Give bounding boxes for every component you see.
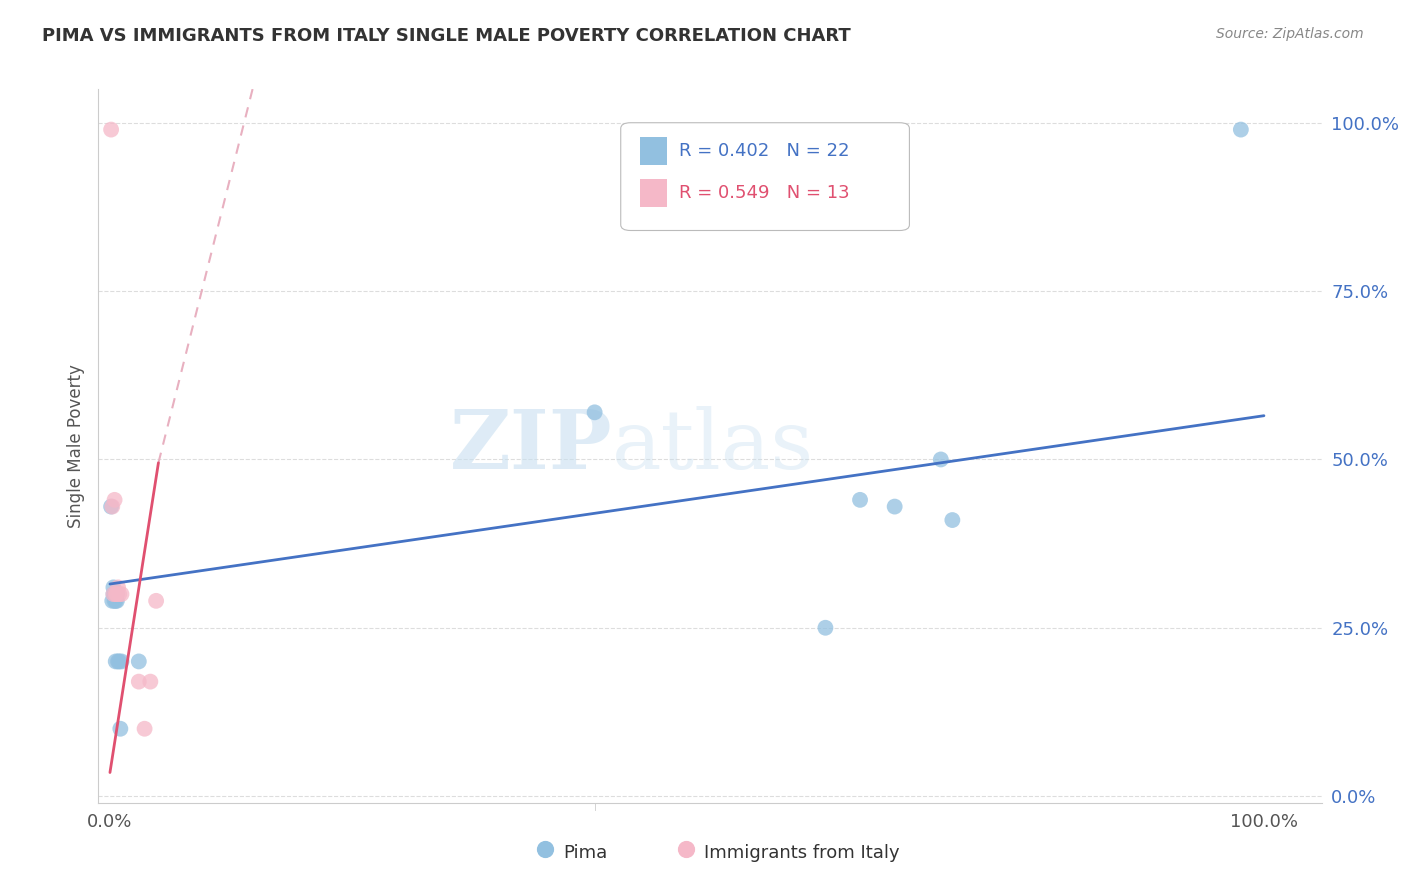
Point — [128, 655, 150, 669]
Y-axis label: Single Male Poverty: Single Male Poverty — [66, 364, 84, 528]
Point — [128, 674, 150, 689]
Point — [583, 405, 606, 419]
Point — [107, 655, 129, 669]
Point — [100, 122, 122, 136]
Point — [883, 500, 905, 514]
Text: R = 0.549   N = 13: R = 0.549 N = 13 — [679, 184, 851, 202]
Point — [520, 833, 543, 847]
Point — [105, 587, 128, 601]
Point — [110, 587, 132, 601]
Text: Immigrants from Italy: Immigrants from Italy — [704, 844, 900, 862]
Point — [108, 655, 131, 669]
Point — [103, 587, 125, 601]
Point — [104, 587, 127, 601]
Text: PIMA VS IMMIGRANTS FROM ITALY SINGLE MALE POVERTY CORRELATION CHART: PIMA VS IMMIGRANTS FROM ITALY SINGLE MAL… — [42, 27, 851, 45]
Point — [652, 833, 675, 847]
Point — [108, 587, 131, 601]
Point — [1230, 122, 1253, 136]
Point — [103, 587, 125, 601]
Point — [110, 722, 132, 736]
Point — [104, 594, 127, 608]
Point — [105, 587, 128, 601]
Point — [145, 594, 167, 608]
Point — [110, 655, 132, 669]
FancyBboxPatch shape — [620, 123, 910, 230]
Text: Pima: Pima — [564, 844, 607, 862]
Point — [101, 594, 124, 608]
FancyBboxPatch shape — [640, 179, 668, 208]
Point — [814, 621, 837, 635]
Text: atlas: atlas — [612, 406, 814, 486]
Point — [134, 722, 156, 736]
Point — [107, 580, 129, 594]
Point — [849, 492, 872, 507]
Point — [103, 587, 125, 601]
Point — [103, 492, 125, 507]
Point — [104, 655, 127, 669]
Text: ZIP: ZIP — [450, 406, 612, 486]
Point — [103, 594, 125, 608]
Text: R = 0.402   N = 22: R = 0.402 N = 22 — [679, 142, 851, 160]
Point — [105, 594, 128, 608]
Point — [100, 500, 122, 514]
Point — [941, 513, 963, 527]
Text: Source: ZipAtlas.com: Source: ZipAtlas.com — [1216, 27, 1364, 41]
Point — [103, 580, 125, 594]
Point — [101, 500, 124, 514]
Point — [139, 674, 162, 689]
Point — [929, 452, 952, 467]
FancyBboxPatch shape — [640, 136, 668, 165]
